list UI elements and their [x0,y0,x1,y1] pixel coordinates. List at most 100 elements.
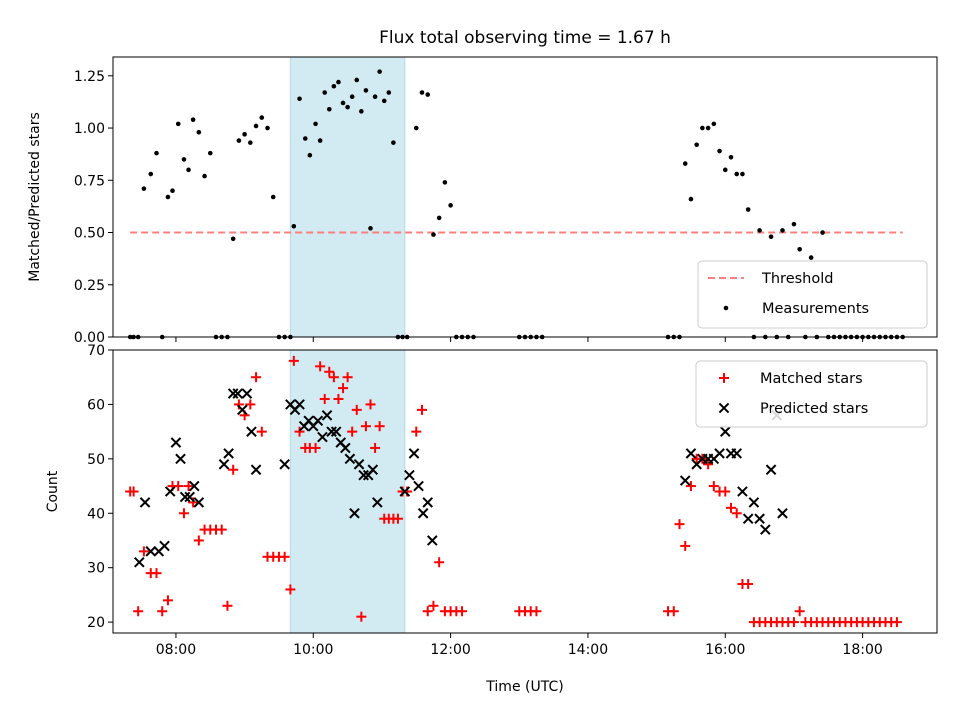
bot-point-predicted-stars [188,480,200,492]
bot-point-predicted-stars [312,415,324,427]
bot-point-predicted-stars [237,404,248,416]
bot-point-predicted-stars [742,513,754,525]
top-highlight-span [289,56,406,338]
bot-point-matched-stars [720,486,731,497]
bot-y-tick-label: 20 [87,615,105,631]
top-point-measurements [694,142,699,148]
top-point-measurements [349,94,355,100]
top-point-measurements [757,228,762,233]
top-point-measurements [359,109,364,114]
bot-point-matched-stars [178,508,189,519]
top-point-measurements [372,94,378,100]
top-point-measurements [265,125,270,131]
top-y-tick-label: 0.75 [74,173,105,189]
top-point-measurements [175,121,181,127]
bot-point-matched-stars [315,361,326,372]
bot-point-predicted-stars [737,486,748,497]
bottom-legend: Matched stars Predicted stars [695,360,928,428]
bot-point-matched-stars [685,481,696,492]
top-point-measurements [141,186,147,191]
bot-point-matched-stars [222,600,233,611]
bot-point-matched-stars [788,617,799,628]
top-point-measurements [181,157,187,162]
bot-point-predicted-stars [408,448,420,459]
top-point-measurements [808,255,814,260]
bot-point-matched-stars [324,366,335,377]
top-point-measurements [780,228,785,233]
top-point-measurements [302,136,308,141]
top-point-measurements [165,194,171,200]
bot-y-tick-label: 50 [87,452,105,468]
legend-swatch [723,305,729,311]
top-point-measurements [419,90,425,95]
legend-label: Measurements [762,301,869,317]
bot-point-predicted-stars [367,464,379,476]
x-tick-label: 18:00 [842,642,882,658]
bot-point-predicted-stars [422,497,434,508]
bot-point-predicted-stars [223,448,234,459]
bot-point-matched-stars [360,421,371,432]
x-tick-label: 10:00 [293,642,333,658]
bot-point-predicted-stars [193,497,205,508]
top-y-ticks: 0.00 0.25 0.50 0.75 1.00 1.25 [74,69,113,346]
top-span-rect [289,56,406,338]
bot-point-predicted-stars [344,453,356,465]
top-y-tick-label: 0.25 [74,278,105,294]
bot-y-tick-label: 30 [87,561,105,577]
top-point-measurements [340,100,346,106]
top-point-measurements [313,121,318,127]
bot-point-matched-stars [428,600,439,611]
top-point-measurements [820,230,825,235]
bot-point-matched-stars [417,404,427,415]
bot-point-predicted-stars [321,410,333,421]
bot-point-predicted-stars [218,458,230,470]
bot-point-predicted-stars [134,556,145,568]
bot-point-predicted-stars [754,513,765,525]
bot-point-predicted-stars [417,507,429,519]
bot-point-matched-stars [173,481,184,492]
bot-point-matched-stars [338,383,349,394]
bot-point-matched-stars [370,442,381,453]
bot-point-predicted-stars [250,464,262,476]
bot-point-predicted-stars [317,431,328,443]
bot-point-predicted-stars [184,491,195,503]
bot-point-matched-stars [457,606,468,617]
top-y-tick-label: 1.25 [74,69,105,85]
top-legend: Threshold Measurements [697,260,928,329]
bot-point-matched-stars [356,611,367,622]
bot-point-matched-stars [351,404,362,415]
bot-point-predicted-stars [404,469,415,481]
bot-point-matched-stars [285,584,296,595]
top-point-measurements [322,90,328,95]
bot-point-matched-stars [891,617,902,628]
bot-point-predicted-stars [349,507,360,519]
bot-point-matched-stars [674,519,685,530]
top-point-measurements [148,171,154,177]
bot-point-predicted-stars [426,535,438,546]
bot-point-predicted-stars [330,426,342,437]
top-point-measurements [259,115,265,120]
top-point-measurements [202,173,207,179]
bot-point-matched-stars [434,557,445,568]
bot-point-matched-stars [743,579,754,590]
bot-point-predicted-stars [232,388,244,399]
top-point-measurements [291,223,297,229]
bot-point-matched-stars [256,426,267,437]
top-point-measurements [170,188,175,194]
bot-point-matched-stars [157,606,168,617]
bot-point-matched-stars [328,372,339,383]
top-point-measurements [700,125,705,131]
top-point-measurements [386,90,392,95]
bot-point-predicted-stars [399,486,411,497]
panel-bottom: 08:00 10:00 12:00 14:00 16:00 18:00 20 30 40 50 6… [45,343,938,695]
top-point-measurements [705,125,711,131]
bot-y-tick-label: 40 [87,506,105,522]
bot-point-matched-stars [342,372,353,383]
bot-point-matched-stars [726,502,736,513]
legend-swatch [719,373,729,383]
bot-point-matched-stars [193,535,204,546]
top-point-measurements [354,77,360,83]
bot-point-matched-stars [708,481,719,492]
bot-point-matched-stars [319,393,330,404]
top-point-measurements [317,138,323,143]
